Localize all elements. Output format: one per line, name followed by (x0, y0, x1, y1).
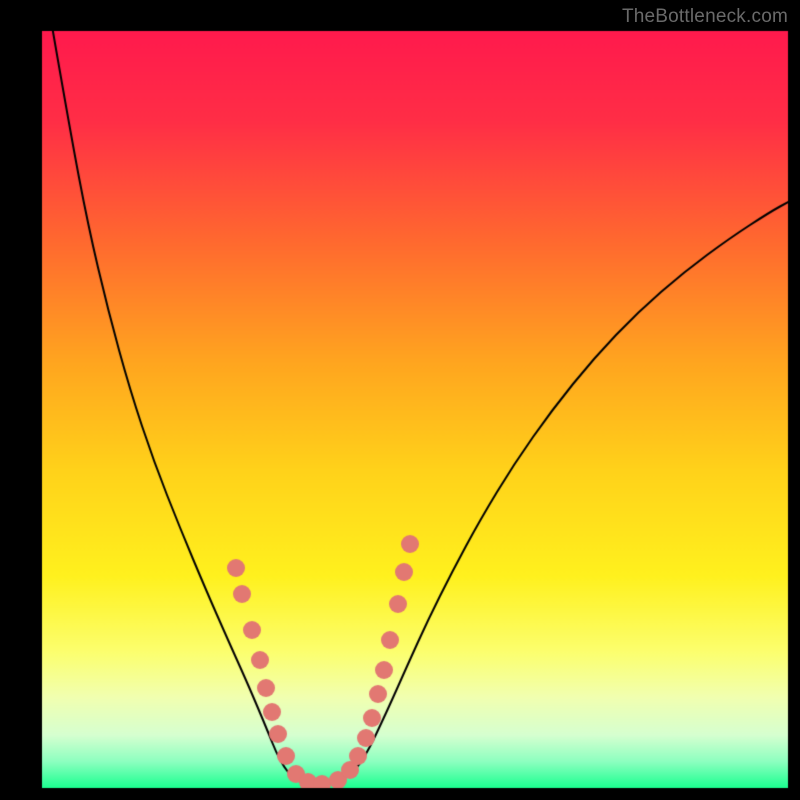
chart-canvas (0, 0, 800, 800)
chart-stage: TheBottleneck.com (0, 0, 800, 800)
watermark-text: TheBottleneck.com (622, 6, 788, 28)
